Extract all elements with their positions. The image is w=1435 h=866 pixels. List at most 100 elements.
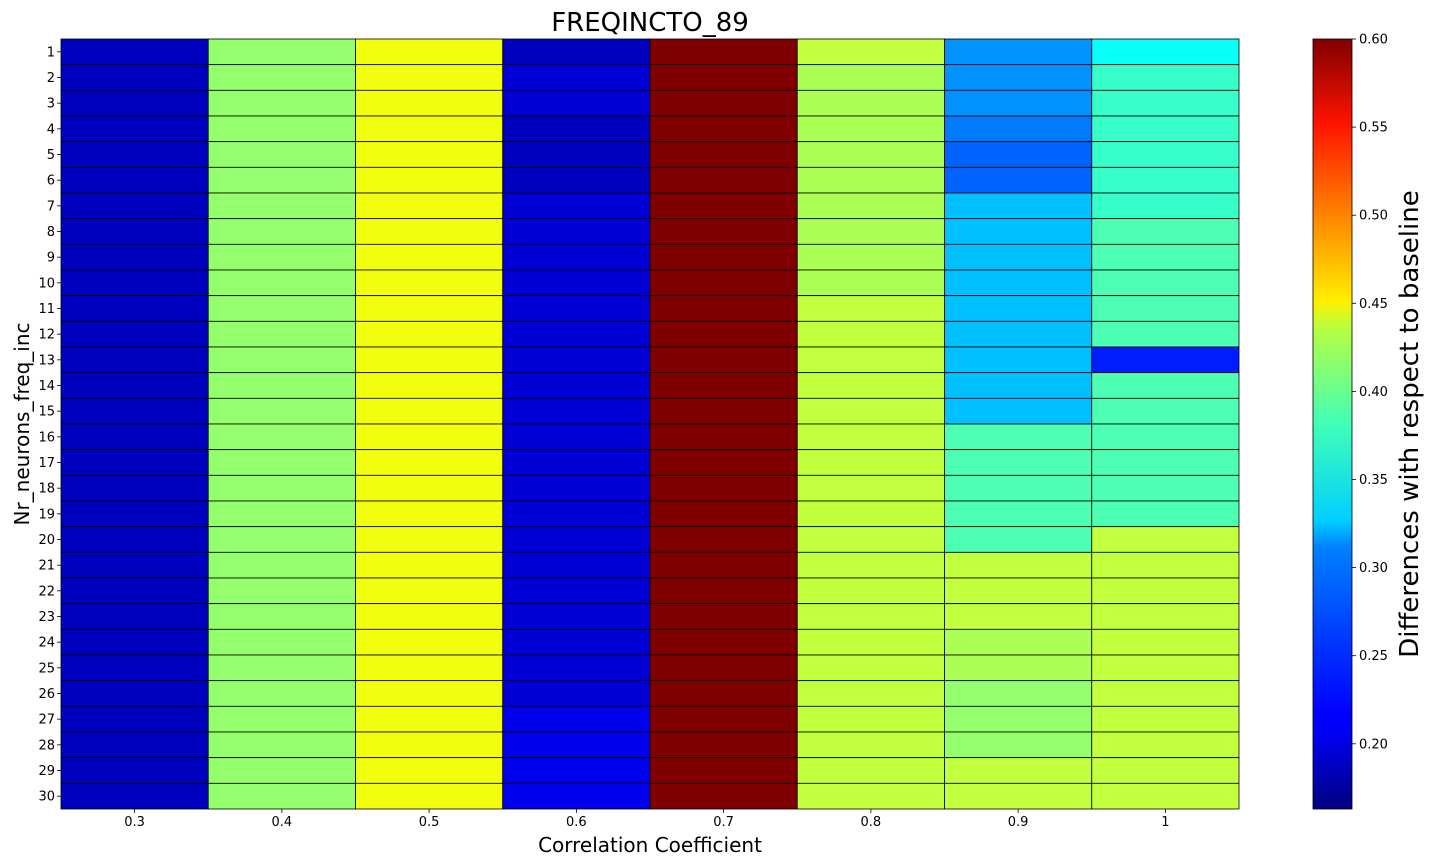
- heatmap-cell: [649, 782, 798, 810]
- heatmap-cell: [502, 320, 651, 348]
- heatmap-cell: [502, 269, 651, 297]
- heatmap-cell: [1091, 243, 1240, 271]
- heatmap-cell: [649, 166, 798, 194]
- heatmap-cell: [796, 551, 945, 579]
- heatmap-cell: [207, 269, 356, 297]
- heatmap-cell: [355, 474, 504, 502]
- colorbar-tick-label: 0.55: [1359, 121, 1388, 136]
- heatmap-cell: [60, 782, 209, 810]
- heatmap-cell: [502, 757, 651, 784]
- heatmap-cell: [944, 166, 1093, 194]
- heatmap-cell: [649, 526, 798, 553]
- heatmap-cell: [60, 551, 209, 579]
- heatmap-cell: [355, 603, 504, 630]
- colorbar-tick-label: 0.40: [1359, 385, 1388, 400]
- y-tick-label: 5: [47, 148, 55, 163]
- heatmap-cell: [796, 295, 945, 322]
- y-tick-label: 14: [38, 379, 55, 394]
- heatmap-cell: [796, 500, 945, 528]
- heatmap-cell: [60, 628, 209, 656]
- heatmap-cell: [1091, 372, 1240, 399]
- heatmap-cell: [944, 500, 1093, 528]
- x-tick-label: 0.6: [566, 815, 587, 830]
- heatmap-cell: [207, 218, 356, 245]
- heatmap-cell: [944, 449, 1093, 476]
- heatmap-cell: [207, 397, 356, 425]
- heatmap-cell: [207, 166, 356, 194]
- heatmap-cell: [502, 680, 651, 707]
- heatmap-cell: [1091, 346, 1240, 374]
- heatmap-cell: [796, 89, 945, 117]
- colorbar-label: Differences with respect to baseline: [1395, 190, 1425, 657]
- heatmap-cell: [649, 757, 798, 784]
- y-tick-label: 30: [38, 790, 55, 805]
- heatmap-cell: [60, 654, 209, 682]
- heatmap-cell: [796, 628, 945, 656]
- heatmap-cell: [502, 192, 651, 220]
- heatmap-cell: [60, 526, 209, 553]
- heatmap-cell: [60, 577, 209, 605]
- heatmap-cell: [60, 603, 209, 630]
- heatmap-cell: [944, 115, 1093, 143]
- x-tick-label: 0.9: [1008, 815, 1029, 830]
- heatmap-cell: [796, 782, 945, 810]
- heatmap-cell: [60, 757, 209, 784]
- heatmap-cell: [944, 526, 1093, 553]
- y-tick-label: 3: [47, 97, 55, 112]
- heatmap-cell: [207, 577, 356, 605]
- heatmap-cell: [649, 577, 798, 605]
- heatmap-cell: [944, 192, 1093, 220]
- heatmap-cell: [60, 500, 209, 528]
- y-tick-label: 11: [38, 302, 55, 317]
- heatmap-cell: [60, 115, 209, 143]
- y-tick-label: 6: [47, 174, 55, 189]
- heatmap-cell: [207, 141, 356, 168]
- heatmap-cell: [796, 243, 945, 271]
- heatmap-cell: [207, 705, 356, 733]
- heatmap-cell: [796, 757, 945, 784]
- heatmap-cell: [649, 705, 798, 733]
- heatmap-cell: [944, 705, 1093, 733]
- heatmap-cell: [355, 269, 504, 297]
- heatmap-cell: [355, 320, 504, 348]
- heatmap-cell: [502, 166, 651, 194]
- heatmap-cell: [207, 295, 356, 322]
- heatmap-cell: [796, 680, 945, 707]
- chart-title: FREQINCTO_89: [551, 8, 749, 38]
- heatmap-cell: [60, 731, 209, 759]
- heatmap-cell: [207, 64, 356, 91]
- heatmap-cell: [502, 551, 651, 579]
- y-tick-label: 25: [38, 661, 55, 676]
- heatmap-cell: [207, 243, 356, 271]
- heatmap-cell: [355, 115, 504, 143]
- heatmap-cell: [60, 166, 209, 194]
- heatmap-cell: [796, 705, 945, 733]
- colorbar-tick-label: 0.20: [1359, 737, 1388, 752]
- heatmap-cell: [1091, 64, 1240, 91]
- heatmap-cell: [944, 320, 1093, 348]
- heatmap-cell: [944, 243, 1093, 271]
- heatmap-cell: [944, 782, 1093, 810]
- y-tick-label: 1: [47, 45, 55, 60]
- heatmap-cell: [944, 89, 1093, 117]
- heatmap-cell: [207, 654, 356, 682]
- heatmap-cell: [1091, 628, 1240, 656]
- heatmap-cell: [502, 346, 651, 374]
- heatmap-cell: [502, 141, 651, 168]
- y-tick-label: 15: [38, 405, 55, 420]
- heatmap-cell: [60, 705, 209, 733]
- heatmap-cell: [649, 115, 798, 143]
- y-tick-label: 18: [38, 482, 55, 497]
- heatmap-cell: [355, 423, 504, 451]
- heatmap-cell: [207, 89, 356, 117]
- x-tick-label: 0.7: [713, 815, 734, 830]
- heatmap-cell: [502, 218, 651, 245]
- heatmap-cell: [60, 269, 209, 297]
- y-tick-label: 2: [47, 71, 55, 86]
- heatmap-cell: [207, 500, 356, 528]
- heatmap-cell: [355, 500, 504, 528]
- x-tick-label: 0.4: [272, 815, 293, 830]
- heatmap-cells: [60, 38, 1240, 810]
- heatmap-cell: [796, 192, 945, 220]
- heatmap-cell: [649, 397, 798, 425]
